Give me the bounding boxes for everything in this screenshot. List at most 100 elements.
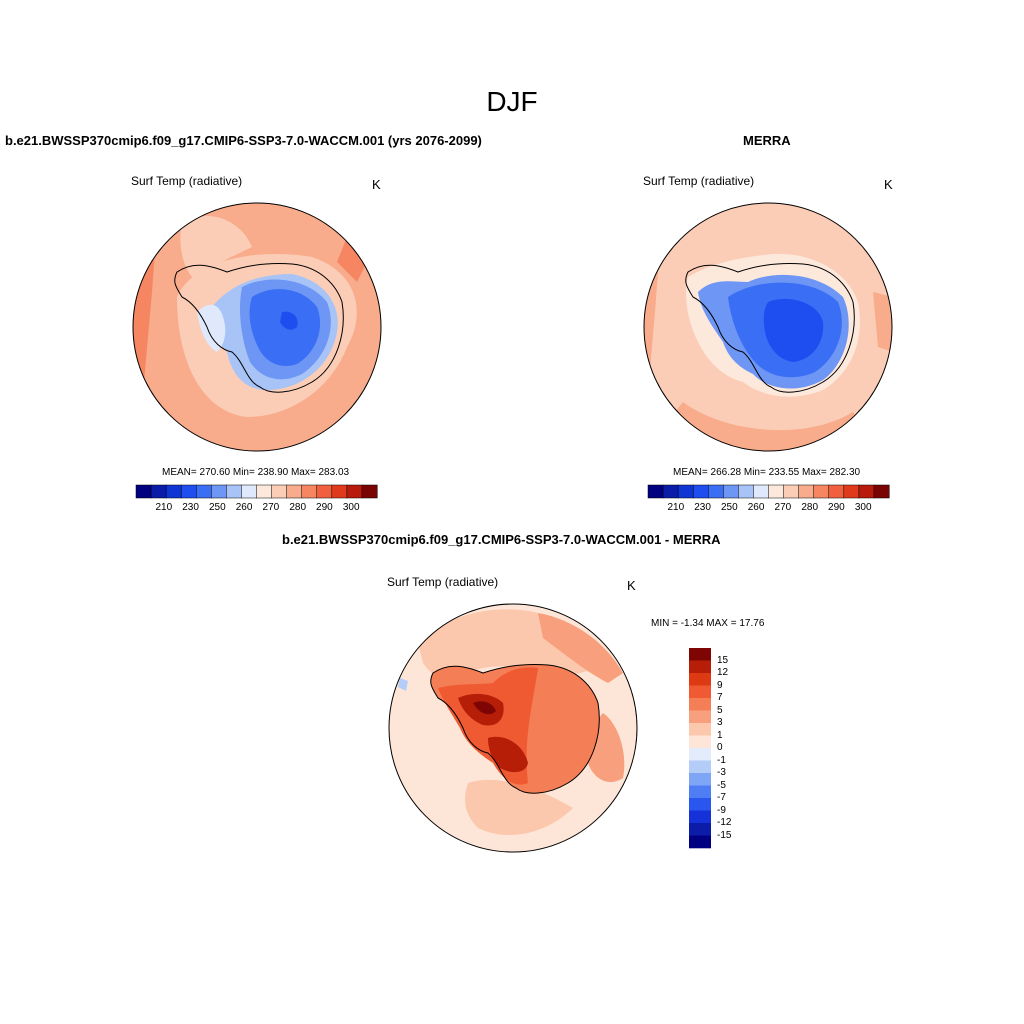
obs-colorbar-swatch — [858, 484, 875, 499]
obs-colorbar-swatch — [662, 484, 679, 499]
difference-colorbar-tick-label: 1 — [717, 729, 723, 741]
model-unit-label: K — [372, 177, 381, 192]
model-colorbar-tick-label: 250 — [208, 502, 226, 513]
obs-colorbar-swatch — [708, 484, 724, 499]
difference-colorbar-tick-label: -12 — [717, 817, 732, 828]
obs-colorbar: 210 230 250 260 270 280 290 300 — [647, 484, 890, 513]
difference-colorbar-swatch — [689, 748, 711, 761]
difference-unit-label: K — [627, 578, 636, 593]
difference-colorbar-tick-label: 3 — [717, 717, 723, 728]
model-colorbar-tick-label: 280 — [289, 502, 307, 513]
difference-colorbar-swatch — [689, 685, 711, 699]
model-colorbar-tick-label: 290 — [316, 502, 333, 513]
obs-colorbar-swatch — [873, 484, 890, 499]
model-colorbar-swatch — [196, 484, 212, 499]
difference-colorbar-swatch — [689, 823, 711, 836]
obs-stats: MEAN= 266.28 Min= 233.55 Max= 282.30 — [673, 467, 861, 478]
model-colorbar-swatch — [316, 484, 333, 499]
obs-colorbar-swatch — [843, 484, 860, 499]
figure-title: DJF — [486, 86, 538, 117]
difference-colorbar-tick-label: 5 — [717, 704, 723, 716]
model-colorbar-swatch — [286, 484, 303, 499]
model-colorbar-swatch — [331, 484, 348, 499]
difference-colorbar-tick-label: 7 — [717, 692, 723, 703]
difference-colorbar-swatch — [689, 723, 711, 736]
obs-colorbar-tick-label: 260 — [747, 502, 765, 513]
coastline-outline — [174, 263, 344, 393]
difference-colorbar-swatch — [689, 785, 711, 799]
difference-colorbar-tick-label: -7 — [717, 792, 726, 803]
coastline-outline — [685, 263, 855, 393]
difference-colorbar-swatch — [689, 698, 711, 711]
obs-colorbar-swatch — [768, 484, 785, 499]
difference-colorbar: 15 12 9 7 5 3 1 0 -1 -3 -5 -7 -9 -12 -15 — [689, 648, 731, 849]
model-colorbar-swatch — [301, 484, 318, 499]
peninsula-peak-warming — [473, 701, 496, 715]
difference-colorbar-tick-label: 15 — [717, 654, 729, 666]
model-colorbar-swatch — [361, 484, 378, 499]
obs-unit-label: K — [884, 177, 893, 192]
continent-core-cold — [763, 298, 824, 362]
coastline-outline — [430, 664, 600, 794]
obs-colorbar-swatch — [647, 484, 664, 499]
difference-colorbar-tick-label: -15 — [717, 829, 732, 841]
difference-colorbar-swatch — [689, 660, 711, 674]
difference-stats: MIN = -1.34 MAX = 17.76 — [651, 618, 765, 629]
model-colorbar-tick-label: 230 — [182, 502, 199, 513]
model-polar-map — [132, 202, 382, 452]
obs-panel-title: MERRA — [743, 133, 791, 148]
difference-variable-label: Surf Temp (radiative) — [387, 575, 499, 589]
difference-colorbar-swatch — [689, 773, 711, 786]
difference-colorbar-tick-label: 0 — [717, 742, 723, 753]
difference-colorbar-ticks: 15 12 9 7 5 3 1 0 -1 -3 -5 -7 -9 -12 -15 — [689, 648, 749, 848]
map-boundary-circle — [388, 603, 638, 853]
obs-colorbar-swatch — [677, 484, 694, 499]
model-colorbar-swatch — [180, 484, 197, 499]
model-colorbar-tick-label: 300 — [342, 502, 360, 513]
model-colorbar-tick-label: 260 — [235, 502, 253, 513]
difference-colorbar-tick-label: -1 — [717, 754, 726, 766]
peninsula-cold-zone — [197, 304, 226, 352]
difference-colorbar-tick-label: -5 — [717, 779, 726, 791]
difference-colorbar-swatch — [689, 735, 711, 749]
obs-colorbar-tick-label: 230 — [694, 502, 711, 513]
obs-colorbar-tick-label: 210 — [667, 502, 685, 513]
obs-colorbar-swatch — [828, 484, 845, 499]
model-panel-title: b.e21.BWSSP370cmip6.f09_g17.CMIP6-SSP3-7… — [5, 133, 482, 148]
obs-colorbar-tick-label: 300 — [854, 502, 872, 513]
difference-colorbar-swatch — [689, 710, 711, 724]
obs-colorbar-swatch — [783, 484, 800, 499]
model-colorbar-swatch — [346, 484, 363, 499]
ocean-warm-patch-ne — [538, 613, 623, 683]
difference-panel-title: b.e21.BWSSP370cmip6.f09_g17.CMIP6-SSP3-7… — [282, 532, 721, 547]
model-colorbar-swatch — [150, 484, 167, 499]
model-variable-label: Surf Temp (radiative) — [131, 174, 243, 188]
ocean-cooling-patch — [398, 678, 408, 691]
obs-colorbar-swatch — [813, 484, 830, 499]
obs-colorbar-tick-label: 270 — [774, 502, 792, 513]
obs-variable-label: Surf Temp (radiative) — [643, 174, 755, 188]
model-colorbar-swatch — [135, 484, 152, 499]
obs-colorbar-tick-label: 290 — [828, 502, 845, 513]
map-boundary-circle — [643, 202, 893, 452]
model-colorbar-swatch — [226, 484, 242, 499]
obs-colorbar-swatch — [723, 484, 739, 499]
model-colorbar-swatch — [256, 484, 273, 499]
continent-core-cold — [280, 311, 298, 330]
obs-colorbar-swatch — [738, 484, 754, 499]
obs-colorbar-tick-label: 250 — [720, 502, 738, 513]
difference-colorbar-swatch — [689, 760, 711, 774]
ice-shelf-max-warming — [488, 736, 528, 773]
model-colorbar-tick-label: 210 — [155, 502, 173, 513]
model-colorbar-swatch — [271, 484, 288, 499]
difference-colorbar-tick-label: -3 — [717, 767, 726, 778]
obs-colorbar-swatch — [753, 484, 770, 499]
ocean-warm-zone-south — [465, 779, 573, 836]
difference-colorbar-tick-label: 12 — [717, 667, 729, 678]
obs-colorbar-swatch — [692, 484, 709, 499]
difference-colorbar-swatch — [689, 810, 711, 824]
difference-polar-map — [388, 603, 638, 853]
ocean-warm-band-east — [873, 292, 892, 352]
difference-colorbar-swatch — [689, 648, 711, 661]
model-colorbar-swatch — [241, 484, 258, 499]
